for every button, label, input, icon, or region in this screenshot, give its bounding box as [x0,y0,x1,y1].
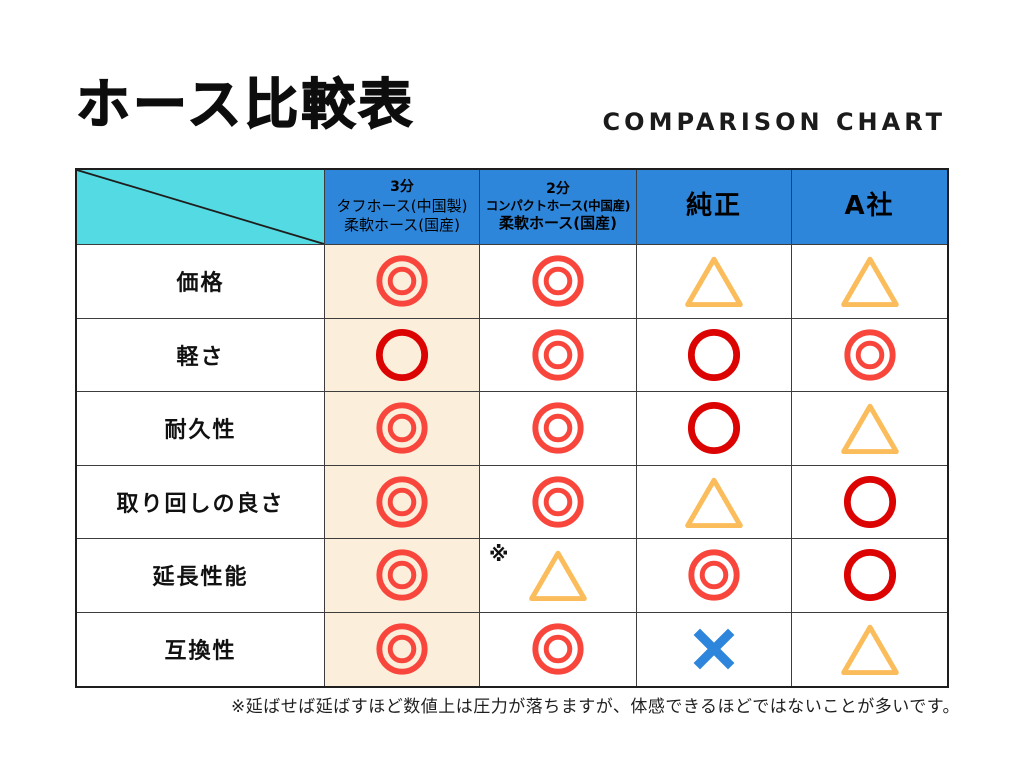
footnote: ※延ばせば延ばすほど数値上は圧力が落ちますが、体感できるほどではないことが多いで… [230,697,960,717]
rating-cell [480,318,637,392]
reference-mark: ※ [489,542,509,566]
row-label: 取り回しの良さ [77,465,325,539]
rating-cell [480,392,637,466]
row-label: 軽さ [77,318,325,392]
triangle-icon [840,257,899,308]
rating-cell [792,245,947,319]
rating-cell [480,245,637,319]
page-title: ホース比較表 [75,72,416,137]
triangle-icon [840,404,899,455]
double-circle-icon [532,255,584,307]
diagonal-line [77,170,324,244]
double-circle-icon [376,255,428,307]
rating-cell [325,539,480,613]
double-circle-icon [376,402,428,454]
rating-cell [637,318,792,392]
rating-cell [637,245,792,319]
column-header-genuine: 純正 [637,170,792,245]
row-label: 耐久性 [77,392,325,466]
column-header-label: 3分 [390,179,414,196]
column-header-compact-hose: 2分 コンパクトホース(中国産) 柔軟ホース(国産) [480,170,637,245]
rating-cell [325,612,480,686]
rating-cell [637,612,792,686]
column-header-label: 純正 [685,191,742,222]
rating-cell [792,319,947,392]
rating-cell [480,612,637,686]
triangle-icon [685,257,743,308]
circle-icon [687,328,741,381]
rating-cell [637,392,792,466]
rating-cell: ※ [480,539,637,613]
rating-cell [325,465,480,539]
column-header-label: A社 [844,191,895,222]
double-circle-icon [532,623,584,675]
rating-cell [325,318,480,392]
rating-cell [792,466,947,539]
column-header-label: 柔軟ホース(国産) [499,214,617,233]
rating-cell [792,613,947,687]
rating-cell [637,465,792,539]
double-circle-icon [376,623,428,675]
rating-cell [480,465,637,539]
double-circle-icon [843,329,896,381]
column-header-label: コンパクトホース(中国産) [485,198,631,214]
double-circle-icon [376,549,428,601]
double-circle-icon [532,476,584,528]
rating-cell [325,245,480,319]
circle-icon [687,402,741,455]
double-circle-icon [532,402,584,454]
rating-cell [637,539,792,613]
column-header-label: 2分 [546,181,570,198]
column-header-criteria [77,170,325,245]
triangle-icon [685,477,743,528]
circle-icon [843,475,896,528]
rating-cell [325,392,480,466]
double-circle-icon [376,476,428,528]
column-header-label: タフホース(中国製) [336,196,468,215]
rating-cell [792,392,947,466]
cross-icon [693,628,735,670]
column-header-tough-hose: 3分 タフホース(中国製) 柔軟ホース(国産) [325,170,480,245]
circle-icon [375,328,429,381]
rating-cell [792,539,947,613]
column-header-company-a: A社 [792,170,947,245]
column-header-label: 柔軟ホース(国産) [344,216,460,235]
triangle-icon [529,551,587,602]
circle-icon [843,549,896,602]
comparison-table: 3分 タフホース(中国製) 柔軟ホース(国産) 2分 コンパクトホース(中国産) 柔軟ホー… [75,168,949,688]
page-subtitle: COMPARISON CHART [602,108,946,136]
row-label: 価格 [77,245,325,319]
row-label: 互換性 [77,612,325,686]
row-label: 延長性能 [77,539,325,613]
triangle-icon [840,625,899,676]
double-circle-icon [688,549,740,601]
double-circle-icon [532,329,584,381]
